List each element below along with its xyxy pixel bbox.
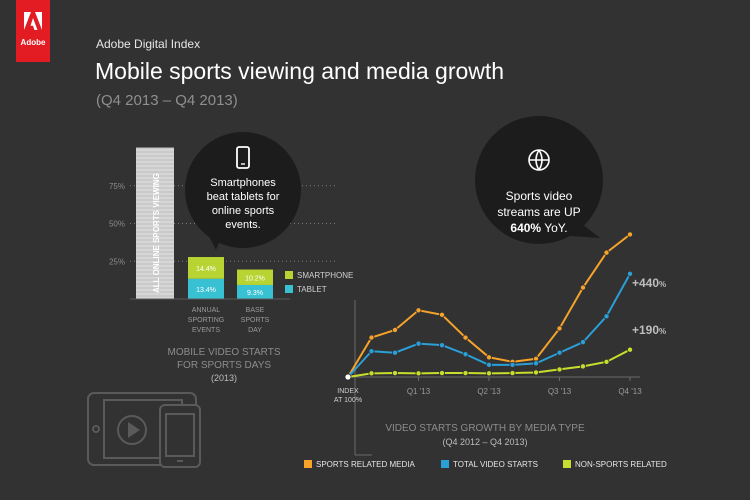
category-label: ANNUAL	[192, 307, 221, 314]
x-tick-label: Q2 '13	[477, 387, 501, 396]
bar-all-online-label: ALL ONLINE SPORTS VIEWING	[152, 173, 161, 293]
y-tick-label: 75%	[109, 182, 125, 191]
legend-label: TABLET	[297, 285, 327, 294]
category-label: SPORTING	[188, 317, 224, 324]
legend-label: TOTAL VIDEO STARTS	[453, 460, 538, 469]
data-point	[438, 370, 445, 377]
left-chart-title: MOBILE VIDEO STARTS FOR SPORTS DAYS	[167, 347, 281, 371]
phone-device-icon	[159, 404, 201, 468]
legend-label: SPORTS RELATED MEDIA	[316, 460, 416, 469]
series-annotation: +190%	[632, 323, 666, 337]
data-point	[556, 349, 563, 356]
series-annotation: +440%	[632, 276, 666, 290]
legend-label: NON-SPORTS RELATED	[575, 460, 667, 469]
data-point	[368, 334, 375, 341]
basketball-icon	[528, 149, 550, 171]
sports-stream-bubble-text: Sports video streams are UP 640% YoY.	[485, 188, 593, 236]
bubble-line-2: streams are UP	[497, 205, 581, 219]
data-point	[485, 361, 492, 368]
tablet-video-icon	[87, 392, 197, 466]
bar-smartphone-label: 14.4%	[196, 266, 216, 273]
data-point	[438, 342, 445, 349]
legend-swatch	[441, 460, 449, 468]
data-point	[580, 284, 587, 291]
data-point	[344, 373, 352, 381]
right-chart-subtitle: (Q4 2012 – Q4 2013)	[442, 437, 528, 447]
page-subtitle: (Q4 2013 – Q4 2013)	[96, 92, 238, 109]
data-point	[462, 370, 469, 377]
data-point	[415, 340, 422, 347]
category-label: DAY	[248, 327, 262, 334]
data-point	[509, 361, 516, 368]
x-tick-label: AT 100%	[334, 397, 362, 404]
data-point	[509, 370, 516, 377]
legend-label: SMARTPHONE	[297, 271, 353, 280]
adobe-logo: Adobe	[16, 0, 50, 62]
data-point	[415, 307, 422, 314]
y-tick-label: 25%	[109, 257, 125, 266]
data-point	[485, 370, 492, 377]
data-point	[603, 358, 610, 365]
smartphone-icon	[236, 146, 250, 169]
data-point	[627, 270, 634, 277]
data-point	[391, 370, 398, 377]
data-point	[603, 249, 610, 256]
data-point	[627, 346, 634, 353]
bar-smartphone	[188, 257, 224, 279]
data-point	[485, 354, 492, 361]
bar-tablet-label: 9.3%	[247, 290, 263, 297]
category-label: SPORTS	[241, 317, 270, 324]
left-chart-subtitle: (2013)	[210, 373, 237, 383]
page-title: Mobile sports viewing and media growth	[95, 58, 505, 84]
x-tick-label: Q3 '13	[548, 387, 572, 396]
bubble-highlight: 640%	[510, 221, 542, 235]
data-point	[556, 366, 563, 373]
bar-tablet-label: 13.4%	[196, 287, 216, 294]
data-point	[368, 348, 375, 355]
x-tick-label: INDEX	[337, 388, 359, 395]
data-point	[391, 326, 398, 333]
data-point	[438, 311, 445, 318]
data-point	[533, 369, 540, 376]
y-tick-label: 50%	[109, 220, 125, 229]
legend-swatch	[563, 460, 571, 468]
data-point	[533, 360, 540, 367]
adobe-logo-icon	[24, 12, 42, 30]
right-chart-title: VIDEO STARTS GROWTH BY MEDIA TYPE	[385, 423, 585, 434]
data-point	[580, 363, 587, 370]
legend-swatch	[285, 271, 293, 279]
bubble-line-3: YoY.	[541, 221, 568, 235]
bar-tablet	[237, 284, 273, 299]
data-point	[368, 370, 375, 377]
data-point	[391, 349, 398, 356]
series-name: Adobe Digital Index	[96, 37, 201, 51]
data-point	[415, 370, 422, 377]
legend-swatch	[304, 460, 312, 468]
category-label: EVENTS	[192, 327, 220, 334]
category-label: BASE	[246, 307, 265, 314]
data-point	[556, 325, 563, 332]
data-point	[462, 351, 469, 358]
x-tick-label: Q1 '13	[407, 387, 431, 396]
bar-smartphone	[237, 269, 273, 285]
bubble-line-1: Sports video	[505, 189, 573, 203]
legend-swatch	[285, 285, 293, 293]
data-point	[627, 231, 634, 238]
smartphone-bubble-text: Smartphones beat tablets for online spor…	[206, 177, 280, 231]
adobe-logo-text: Adobe	[20, 38, 46, 47]
data-point	[603, 313, 610, 320]
data-point	[462, 334, 469, 341]
bar-smartphone-label: 10.2%	[245, 275, 265, 282]
bar-tablet	[188, 278, 224, 299]
data-point	[580, 339, 587, 346]
x-tick-label: Q4 '13	[618, 387, 642, 396]
